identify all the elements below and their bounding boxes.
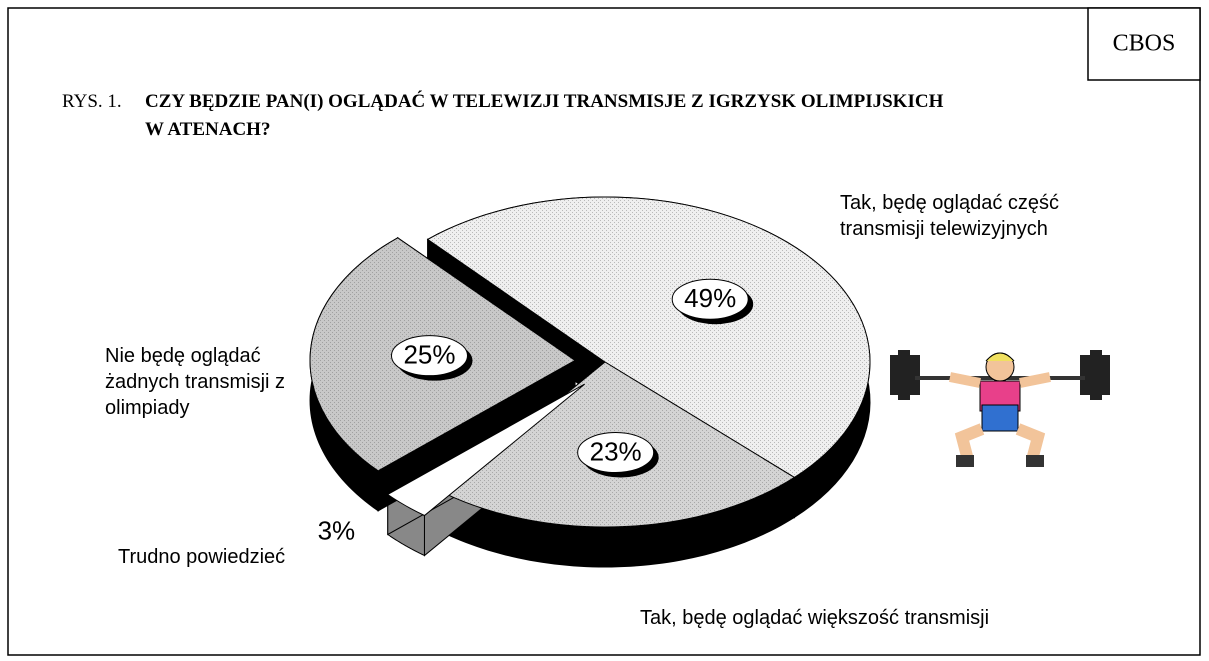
page: CBOS 49% 23% 3% 25% RYS. 1. CZY BĘDZIE PAN(… bbox=[0, 0, 1209, 661]
chart-title: RYS. 1. CZY BĘDZIE PAN(I) OGLĄDAĆ W TELE… bbox=[62, 88, 982, 144]
figure-label: RYS. 1. bbox=[62, 88, 122, 116]
value-label: 25% bbox=[403, 340, 455, 370]
value-label: 3% bbox=[318, 515, 356, 545]
title: CZY BĘDZIE PAN(I) OGLĄDAĆ W TELEWIZJI TR… bbox=[145, 88, 965, 144]
category-label: Nie będę oglądać żadnych transmisji z ol… bbox=[105, 343, 315, 421]
category-label: Trudno powiedzieć bbox=[118, 544, 348, 570]
category-label: Tak, będę oglądać większość transmisji bbox=[640, 605, 1080, 631]
value-label: 23% bbox=[590, 436, 642, 466]
value-label: 49% bbox=[684, 283, 736, 313]
weightlifter-icon bbox=[890, 350, 1110, 467]
pie: 49% 23% 3% 25% bbox=[310, 197, 870, 567]
source: CBOS bbox=[1113, 31, 1176, 57]
category-label: Tak, będę oglądać część transmisji telew… bbox=[840, 190, 1110, 242]
